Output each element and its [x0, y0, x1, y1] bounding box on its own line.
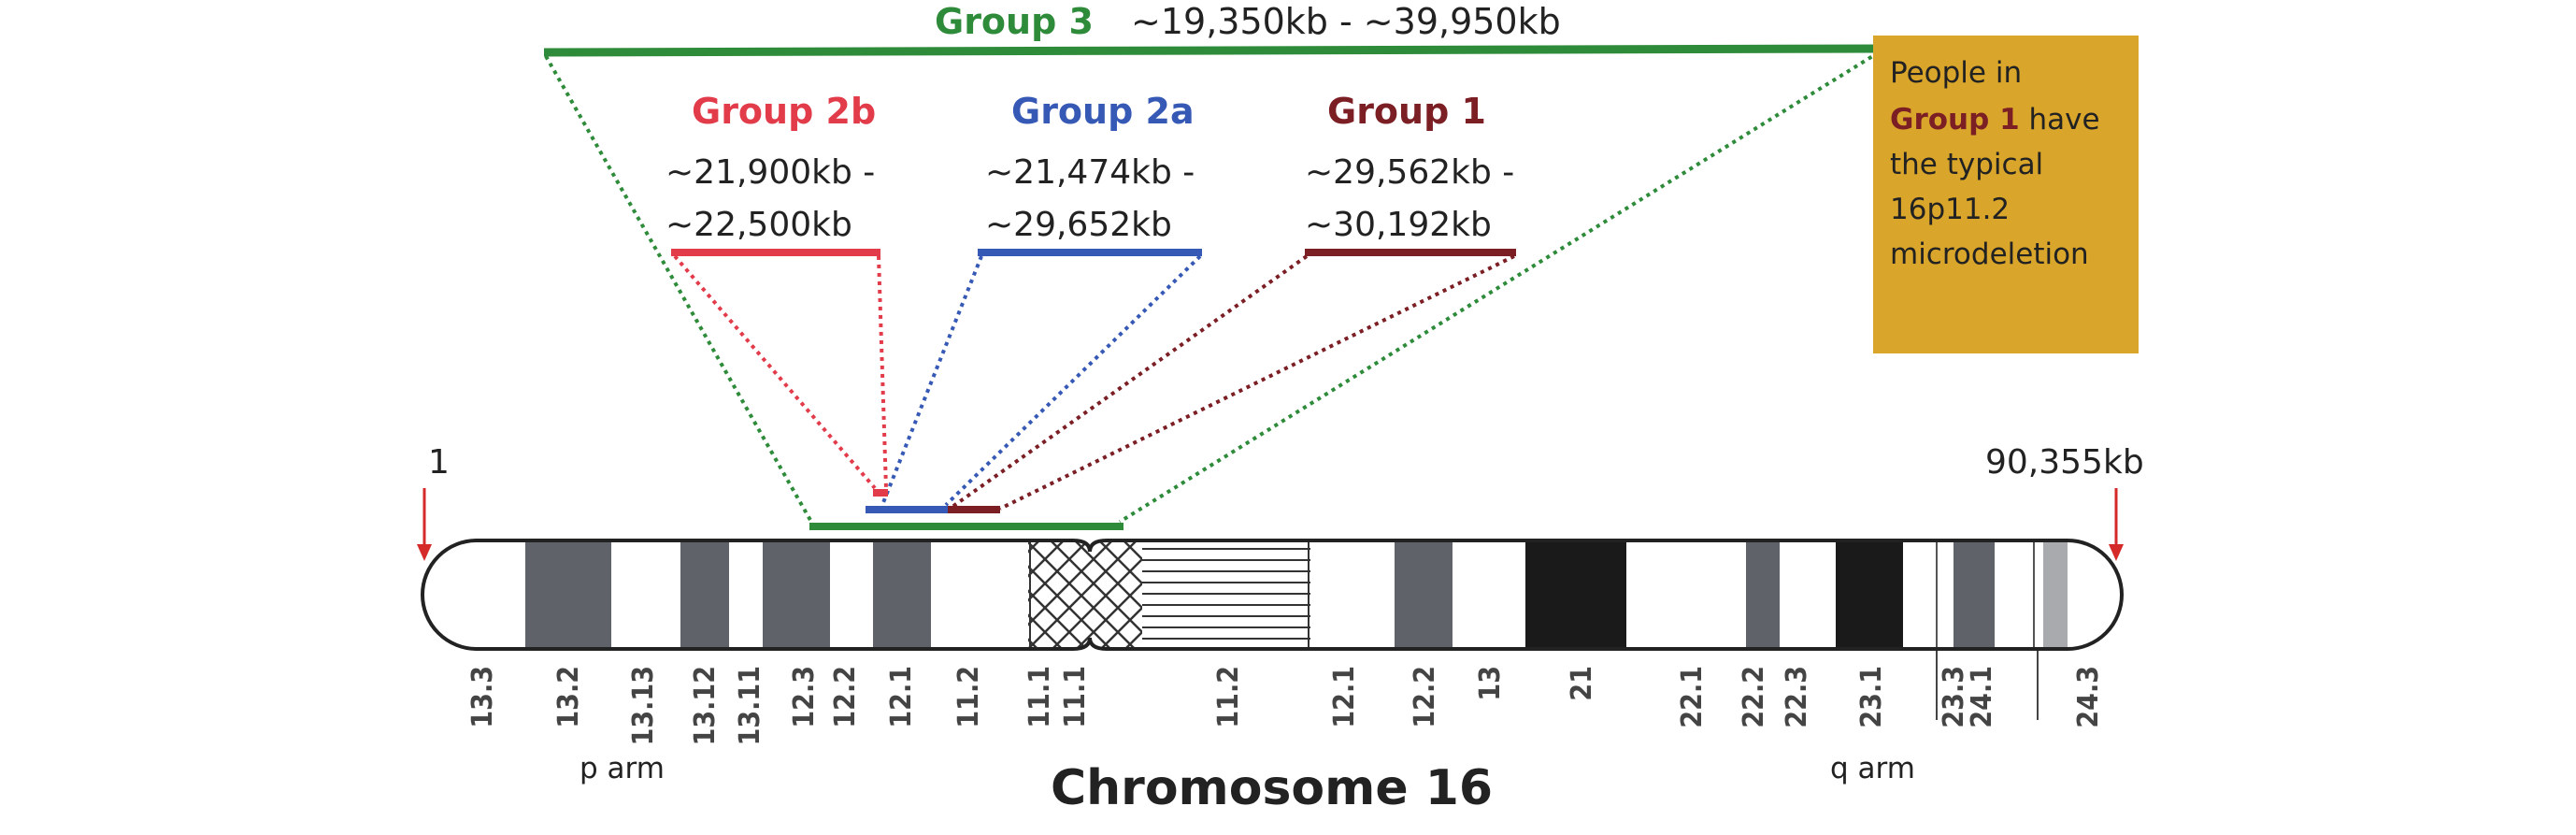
band-12.3 — [763, 540, 830, 649]
group2a-connector-right — [944, 254, 1202, 507]
note-box — [1873, 36, 2139, 353]
note-line3: the typical — [1890, 148, 2043, 181]
band-label-15: 21 — [1566, 666, 1598, 701]
note-line4: 16p11.2 — [1890, 193, 2010, 226]
band-label-11: 11.2 — [1212, 666, 1245, 728]
band-label-5: 12.3 — [788, 666, 821, 728]
band-label-22: 24.3 — [2072, 666, 2105, 728]
band-label-0: 13.3 — [466, 666, 499, 728]
band-label-10: 11.1 — [1059, 666, 1092, 728]
group3-range: ~19,350kb - ~39,950kb — [1131, 1, 1561, 42]
band-21 — [1525, 540, 1626, 649]
band-label-17: 22.2 — [1738, 666, 1770, 728]
band-label-8: 11.2 — [952, 666, 985, 728]
band-22.2 — [1746, 540, 1780, 649]
band-p11.1-cen — [1028, 540, 1142, 649]
band-label-18: 22.3 — [1781, 666, 1813, 728]
band-24.1 — [2043, 540, 2068, 649]
band-label-9: 11.1 — [1023, 666, 1056, 728]
group1-connector-right — [999, 254, 1515, 511]
band-23.3 — [1953, 540, 1995, 649]
band-label-7: 12.1 — [885, 666, 918, 728]
note-highlight: Group 1 — [1890, 103, 2020, 137]
band-label-16: 22.1 — [1676, 666, 1709, 728]
note-line5: microdeletion — [1890, 238, 2089, 271]
band-13.2 — [525, 540, 611, 649]
group1-label: Group 1 — [1327, 91, 1486, 132]
band-label-21: 24.1 — [1966, 666, 1998, 728]
band-q11.2-heterochromatin — [1142, 540, 1310, 649]
start-marker-label: 1 — [428, 443, 450, 482]
band-12.1-q — [1395, 540, 1453, 649]
group1-connector-left — [948, 254, 1309, 511]
chromosome-outline — [421, 539, 2124, 651]
group2a-range-line2: ~29,652kb — [985, 206, 1172, 244]
band-13.12 — [680, 540, 729, 649]
band-label-14: 13 — [1474, 666, 1507, 701]
band-label-12: 12.1 — [1328, 666, 1361, 728]
group2b-connector-right — [877, 255, 888, 489]
q-arm-label: q arm — [1830, 752, 1915, 785]
band-label-3: 13.12 — [689, 666, 722, 745]
group2b-range-line2: ~22,500kb — [665, 206, 852, 244]
group2b-range-line1: ~21,900kb - — [665, 153, 875, 192]
group3-connector-right — [1118, 50, 1881, 524]
band-label-20: 23.3 — [1938, 666, 1970, 728]
chromosome-title: Chromosome 16 — [1051, 760, 1493, 816]
band-label-2: 13.13 — [627, 666, 660, 745]
group1-range-line2: ~30,192kb — [1305, 206, 1492, 244]
group1-range-line1: ~29,562kb - — [1305, 153, 1514, 192]
group2b-connector-left — [673, 254, 877, 490]
group3-label: Group 3 — [935, 1, 1094, 42]
note-line1: People in — [1890, 56, 2022, 90]
band-12.1 — [873, 540, 931, 649]
band-label-1: 13.2 — [552, 666, 585, 728]
band-label-4: 13.11 — [734, 666, 766, 745]
group3-connector-left — [544, 55, 813, 523]
chromosome-ideogram — [422, 540, 2122, 649]
band-label-13: 12.2 — [1409, 666, 1441, 728]
p-arm-label: p arm — [580, 752, 665, 785]
group2a-connector-left — [880, 255, 983, 506]
band-23.1 — [1836, 540, 1903, 649]
group2b-label: Group 2b — [692, 91, 876, 132]
end-marker-label: 90,355kb — [1985, 443, 2144, 482]
note-line2-rest: have — [2020, 103, 2100, 137]
band-labels: 13.3 13.2 13.13 13.12 13.11 12.3 12.2 12.1 11.2 1… — [466, 666, 2105, 745]
start-marker-arrowhead — [417, 544, 432, 561]
group2a-range-line1: ~21,474kb - — [985, 153, 1195, 192]
note-line2: Group 1 have — [1890, 103, 2100, 137]
band-label-19: 23.1 — [1855, 666, 1888, 728]
band-label-6: 12.2 — [829, 666, 862, 728]
end-marker-arrowhead — [2109, 544, 2124, 561]
group3-bar — [543, 44, 1880, 57]
group2a-label: Group 2a — [1011, 91, 1195, 132]
